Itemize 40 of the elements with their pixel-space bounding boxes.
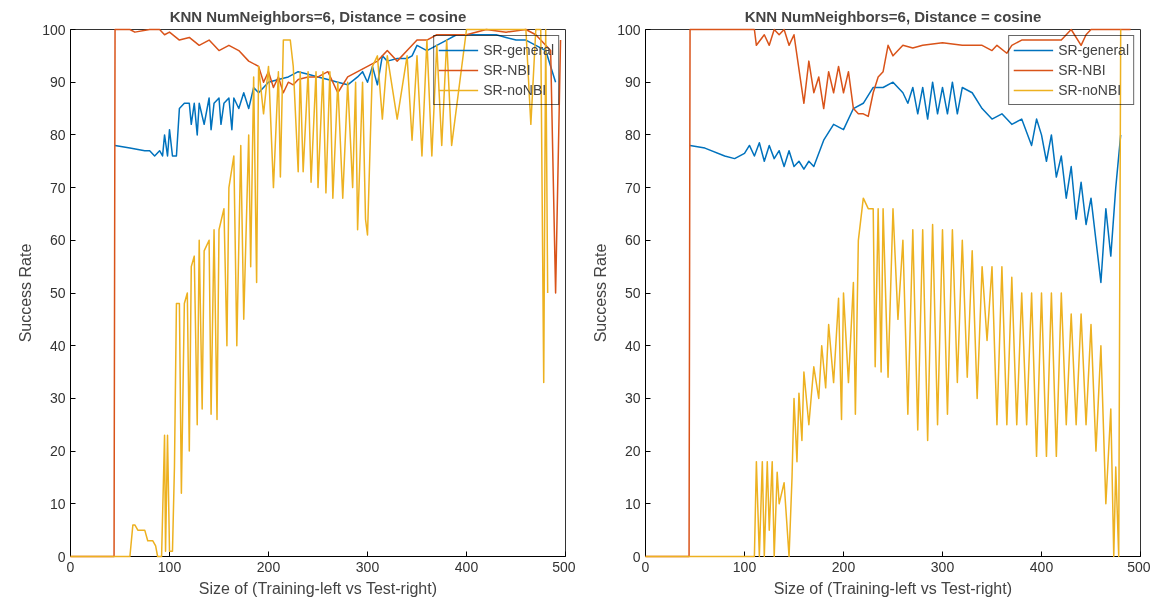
y-tick-label: 10: [49, 495, 66, 512]
legend-label: SR-noNBI: [1058, 82, 1122, 98]
y-tick-label: 40: [624, 337, 641, 354]
x-tick-label: 400: [454, 558, 479, 575]
y-axis-title: Success Rate: [17, 243, 35, 343]
y-axis-title: Success Rate: [592, 243, 610, 343]
chart-title: KNN NumNeighbors=6, Distance = cosine: [169, 7, 467, 25]
y-tick-label: 70: [624, 179, 641, 196]
x-tick-label: 500: [1127, 558, 1151, 575]
x-tick-label: 500: [552, 558, 576, 575]
y-tick-label: 30: [49, 390, 66, 407]
x-tick-label: 400: [1029, 558, 1054, 575]
y-tick-label: 90: [49, 74, 66, 91]
y-tick-label: 50: [49, 285, 66, 301]
y-tick-label: 30: [624, 390, 641, 407]
x-tick-label: 300: [355, 558, 380, 575]
y-tick-label: 60: [624, 232, 641, 249]
line-series: [114, 34, 557, 157]
x-tick-label: 100: [732, 558, 757, 575]
legend-label: SR-NBI: [1058, 62, 1106, 78]
y-tick-label: 80: [624, 126, 641, 143]
x-tick-label: 100: [157, 558, 182, 575]
x-axis-title: Size of (Training-left vs Test-right): [773, 579, 1012, 597]
line-series: [689, 81, 1122, 284]
y-tick-label: 20: [49, 443, 66, 460]
y-tick-label: 50: [624, 285, 641, 301]
y-tick-label: 80: [49, 126, 66, 143]
chart-title: KNN NumNeighbors=6, Distance = cosine: [744, 7, 1042, 25]
y-tick-label: 40: [49, 337, 66, 354]
x-tick-label: 200: [256, 558, 281, 575]
y-tick-label: 100: [617, 21, 641, 38]
y-tick-label: 20: [624, 443, 641, 460]
y-tick-label: 90: [624, 74, 641, 91]
x-axis-title: Size of (Training-left vs Test-right): [198, 579, 437, 597]
y-tick-label: 10: [624, 495, 641, 512]
y-tick-label: 70: [49, 179, 66, 196]
y-tick-label: 100: [42, 21, 66, 38]
y-tick-label: 60: [49, 232, 66, 249]
x-tick-label: 200: [831, 558, 856, 575]
x-tick-label: 300: [930, 558, 955, 575]
